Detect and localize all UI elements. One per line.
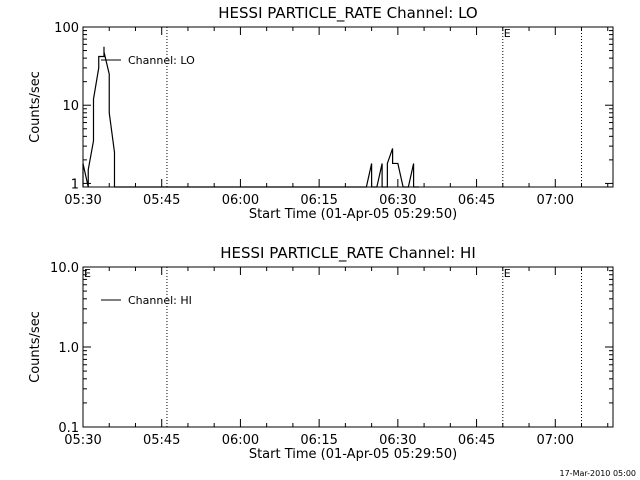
x-axis-label: Start Time (01-Apr-05 05:29:50) (249, 447, 457, 462)
chart-title: HESSI PARTICLE_RATE Channel: LO (218, 4, 477, 23)
x-tick-label: 05:45 (143, 193, 180, 208)
x-tick-label: 06:00 (222, 193, 259, 208)
x-tick-label: 06:30 (379, 433, 416, 448)
chart-2: HESSI PARTICLE_RATE Channel: HI 05:30 05:4… (28, 244, 614, 462)
x-tick-label: 07:00 (537, 193, 574, 208)
event-flag: E (504, 27, 511, 40)
legend-label: Channel: LO (128, 54, 195, 67)
y-tick-label: 10 (62, 99, 79, 114)
plot-frame (82, 26, 614, 188)
x-tick-label: 06:45 (458, 433, 495, 448)
x-tick-label: 06:00 (222, 433, 259, 448)
x-tick-label: 05:30 (64, 433, 101, 448)
legend-label: Channel: HI (128, 294, 192, 307)
x-tick-label: 05:45 (143, 433, 180, 448)
x-tick-label: 07:00 (537, 433, 574, 448)
x-tick-label: 06:15 (300, 433, 337, 448)
y-tick-label: 1 (71, 177, 79, 192)
chart-1: HESSI PARTICLE_RATE Channel: LO 05:30 05:4… (28, 4, 614, 222)
event-flag: E (504, 267, 511, 280)
y-tick-label: 0.1 (58, 421, 79, 436)
y-axis-label: Counts/sec (28, 311, 43, 383)
chart-title: HESSI PARTICLE_RATE Channel: HI (220, 244, 476, 263)
x-tick-label: 05:30 (64, 193, 101, 208)
y-tick-label: 1.0 (58, 341, 79, 356)
y-tick-label: 10.0 (50, 261, 79, 276)
data-series-line (82, 46, 419, 188)
x-tick-label: 06:45 (458, 193, 495, 208)
plots-layer: HESSI PARTICLE_RATE Channel: LO 05:30 05:4… (28, 4, 614, 462)
footer-date: 17-Mar-2010 05:00 (560, 469, 637, 478)
y-axis-label: Counts/sec (28, 71, 43, 143)
y-tick-label: 100 (54, 21, 79, 36)
x-axis-label: Start Time (01-Apr-05 05:29:50) (249, 207, 457, 222)
plot-frame (82, 266, 614, 428)
x-tick-label: 06:15 (300, 193, 337, 208)
x-tick-label: 06:30 (379, 193, 416, 208)
event-flag: E (84, 267, 91, 280)
